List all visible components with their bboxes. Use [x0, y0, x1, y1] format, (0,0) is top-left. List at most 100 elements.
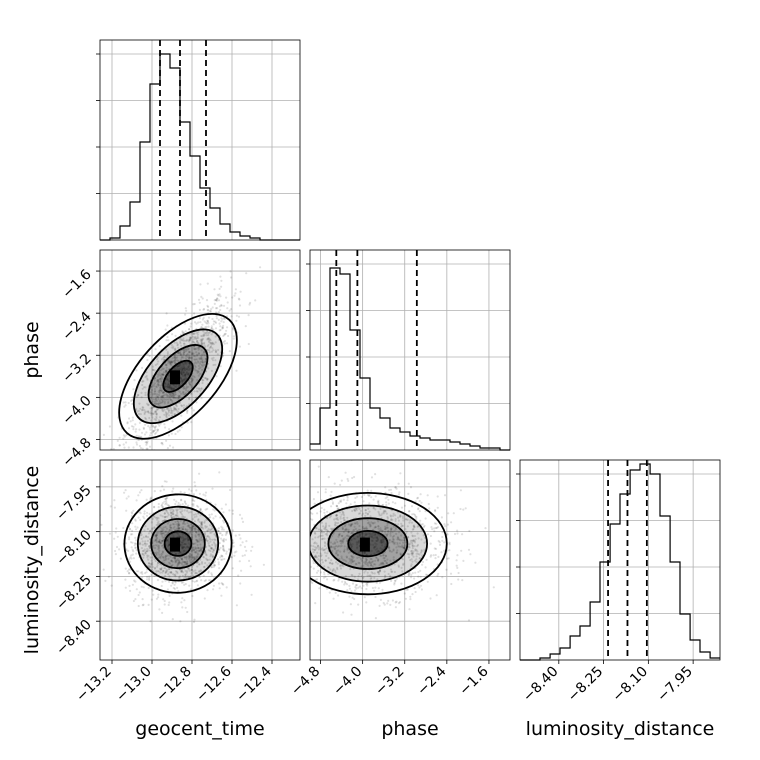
sample-point — [214, 359, 217, 362]
sample-point — [235, 550, 238, 553]
sample-point — [423, 524, 426, 527]
sample-point — [160, 555, 163, 558]
x-tick-label: −8.25 — [565, 664, 607, 706]
sample-point — [170, 346, 173, 349]
sample-point — [192, 524, 195, 528]
sample-point — [336, 507, 339, 510]
sample-point — [125, 441, 128, 444]
sample-point — [182, 571, 185, 574]
sample-point — [166, 512, 170, 515]
sample-point — [207, 535, 210, 538]
sample-point — [379, 507, 382, 510]
sample-point — [178, 577, 181, 580]
sample-point — [345, 534, 348, 538]
sample-point — [190, 322, 193, 325]
sample-point — [168, 571, 171, 574]
sample-point — [156, 544, 159, 547]
sample-point — [167, 409, 170, 412]
sample-point — [206, 529, 209, 532]
sample-point — [382, 554, 385, 557]
sample-point — [207, 542, 210, 545]
sample-point — [158, 416, 162, 419]
sample-point — [314, 527, 317, 530]
sample-point — [178, 559, 181, 563]
sample-point — [162, 569, 165, 573]
sample-point — [188, 397, 191, 400]
sample-point — [151, 565, 154, 569]
sample-point — [181, 546, 184, 549]
sample-point — [377, 572, 381, 576]
sample-point — [340, 499, 343, 502]
sample-point — [153, 506, 156, 509]
sample-point — [364, 509, 367, 512]
sample-point — [457, 571, 460, 575]
sample-point — [141, 409, 144, 412]
sample-point — [372, 543, 375, 547]
sample-point — [226, 342, 229, 345]
sample-point — [408, 553, 411, 556]
sample-point — [213, 564, 216, 567]
sample-point — [152, 429, 155, 432]
sample-point — [204, 526, 207, 529]
sample-point — [449, 572, 453, 575]
sample-point — [210, 513, 213, 516]
sample-point — [371, 586, 374, 590]
sample-point — [218, 322, 221, 325]
x-tick-label: −12.8 — [153, 664, 195, 706]
sample-point — [194, 396, 197, 399]
sample-point — [189, 555, 192, 559]
sample-point — [143, 412, 146, 416]
sample-point — [238, 513, 242, 517]
sample-point — [134, 423, 137, 426]
sample-point — [214, 538, 217, 542]
sample-point — [382, 512, 385, 515]
sample-point — [393, 541, 396, 544]
sample-point — [395, 600, 398, 603]
sample-point — [320, 499, 323, 502]
sample-point — [156, 561, 160, 565]
sample-point — [395, 551, 398, 554]
sample-point — [228, 350, 231, 353]
sample-point — [164, 516, 167, 519]
sample-point — [138, 421, 141, 424]
sample-point — [200, 522, 203, 525]
sample-point — [402, 546, 405, 549]
contour-1p5sigma — [132, 328, 224, 425]
sample-point — [199, 283, 202, 286]
sample-point — [354, 537, 357, 540]
sample-point — [198, 570, 201, 573]
sample-point — [156, 379, 159, 382]
sample-point — [176, 365, 179, 368]
sample-point — [187, 524, 190, 527]
sample-point — [142, 556, 145, 559]
sample-point — [199, 539, 202, 542]
sample-point — [397, 536, 400, 540]
sample-point — [184, 562, 187, 565]
sample-point — [142, 603, 145, 606]
sample-point — [153, 526, 156, 529]
sample-point — [193, 376, 196, 379]
sample-point — [211, 341, 214, 344]
sample-point — [211, 342, 214, 345]
sample-point — [194, 355, 197, 358]
sample-point — [207, 340, 210, 343]
sample-point — [391, 599, 394, 602]
sample-point — [200, 334, 203, 338]
sample-point — [333, 578, 336, 582]
sample-point — [209, 516, 212, 519]
sample-point — [336, 553, 339, 556]
sample-point — [392, 540, 395, 543]
sample-point — [373, 546, 376, 549]
sample-point — [131, 541, 134, 544]
sample-point — [162, 373, 165, 376]
sample-point — [391, 519, 394, 522]
sample-point — [200, 562, 204, 565]
sample-point — [358, 507, 361, 510]
sample-point — [333, 541, 336, 544]
sample-point — [164, 385, 167, 388]
sample-point — [161, 544, 164, 548]
sample-point — [175, 366, 178, 369]
sample-point — [176, 559, 179, 562]
sample-point — [195, 390, 198, 393]
sample-point — [157, 540, 160, 544]
